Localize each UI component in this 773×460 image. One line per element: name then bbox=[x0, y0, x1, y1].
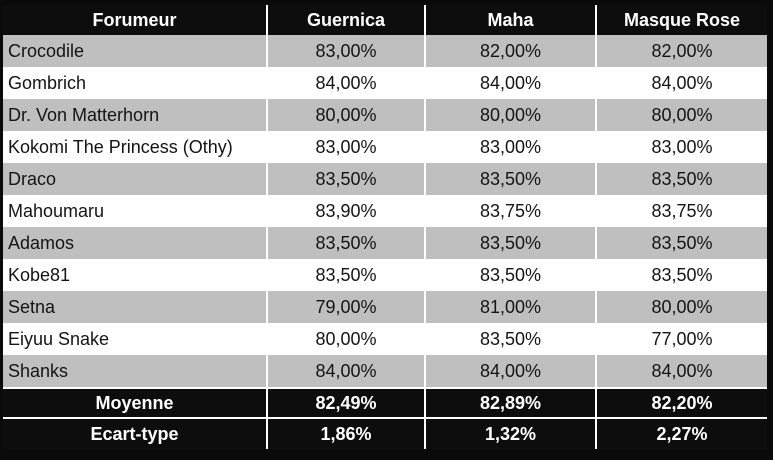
maha-cell: 83,50% bbox=[424, 259, 596, 291]
guernica-cell: 80,00% bbox=[266, 323, 425, 355]
table-row: Adamos 83,50% 83,50% 83,50% bbox=[3, 227, 767, 259]
forumeur-cell: Shanks bbox=[3, 355, 267, 388]
forumeur-cell: Mahoumaru bbox=[3, 195, 267, 227]
forumeur-cell: Draco bbox=[3, 163, 267, 195]
column-header-forumeur: Forumeur bbox=[3, 5, 267, 35]
maha-cell: 83,75% bbox=[424, 195, 596, 227]
masque-rose-cell: 82,00% bbox=[595, 35, 767, 67]
table-row: Draco 83,50% 83,50% 83,50% bbox=[3, 163, 767, 195]
forumeur-cell: Kobe81 bbox=[3, 259, 267, 291]
guernica-cell: 80,00% bbox=[266, 99, 425, 131]
maha-cell: 81,00% bbox=[424, 291, 596, 323]
masque-rose-cell: 80,00% bbox=[595, 99, 767, 131]
column-header-guernica: Guernica bbox=[266, 5, 425, 35]
summary-label: Ecart-type bbox=[3, 417, 267, 449]
summary-label: Moyenne bbox=[3, 387, 267, 418]
forumeur-ratings-table: Forumeur Guernica Maha Masque Rose Croco… bbox=[3, 5, 767, 449]
table-row: Mahoumaru 83,90% 83,75% 83,75% bbox=[3, 195, 767, 227]
table-row: Crocodile 83,00% 82,00% 82,00% bbox=[3, 35, 767, 67]
masque-rose-cell: 83,00% bbox=[595, 131, 767, 163]
maha-cell: 83,50% bbox=[424, 163, 596, 195]
masque-rose-cell: 80,00% bbox=[595, 291, 767, 323]
maha-mean-cell: 82,89% bbox=[424, 387, 596, 418]
table-row: Setna 79,00% 81,00% 80,00% bbox=[3, 291, 767, 323]
forumeur-cell: Crocodile bbox=[3, 35, 267, 67]
maha-cell: 84,00% bbox=[424, 355, 596, 388]
masque-rose-cell: 83,50% bbox=[595, 163, 767, 195]
masque-rose-cell: 84,00% bbox=[595, 67, 767, 99]
maha-cell: 83,50% bbox=[424, 227, 596, 259]
masque-rose-cell: 83,75% bbox=[595, 195, 767, 227]
forumeur-cell: Setna bbox=[3, 291, 267, 323]
masque-rose-cell: 83,50% bbox=[595, 227, 767, 259]
forumeur-cell: Dr. Von Matterhorn bbox=[3, 99, 267, 131]
masque-rose-stdev-cell: 2,27% bbox=[595, 417, 767, 449]
maha-cell: 82,00% bbox=[424, 35, 596, 67]
summary-row-ecart-type: Ecart-type 1,86% 1,32% 2,27% bbox=[3, 417, 767, 449]
forumeur-cell: Adamos bbox=[3, 227, 267, 259]
maha-stdev-cell: 1,32% bbox=[424, 417, 596, 449]
column-header-masque-rose: Masque Rose bbox=[595, 5, 767, 35]
maha-cell: 83,50% bbox=[424, 323, 596, 355]
forumeur-cell: Gombrich bbox=[3, 67, 267, 99]
table-row: Shanks 84,00% 84,00% 84,00% bbox=[3, 355, 767, 388]
guernica-cell: 84,00% bbox=[266, 355, 425, 388]
table-row: Kobe81 83,50% 83,50% 83,50% bbox=[3, 259, 767, 291]
forumeur-cell: Eiyuu Snake bbox=[3, 323, 267, 355]
header-row: Forumeur Guernica Maha Masque Rose bbox=[3, 5, 767, 35]
masque-rose-cell: 83,50% bbox=[595, 259, 767, 291]
guernica-cell: 84,00% bbox=[266, 67, 425, 99]
table-row: Gombrich 84,00% 84,00% 84,00% bbox=[3, 67, 767, 99]
table-row: Eiyuu Snake 80,00% 83,50% 77,00% bbox=[3, 323, 767, 355]
guernica-cell: 83,00% bbox=[266, 131, 425, 163]
guernica-cell: 83,90% bbox=[266, 195, 425, 227]
maha-cell: 80,00% bbox=[424, 99, 596, 131]
masque-rose-cell: 84,00% bbox=[595, 355, 767, 388]
guernica-stdev-cell: 1,86% bbox=[266, 417, 425, 449]
maha-cell: 83,00% bbox=[424, 131, 596, 163]
guernica-cell: 83,50% bbox=[266, 259, 425, 291]
masque-rose-mean-cell: 82,20% bbox=[595, 387, 767, 418]
maha-cell: 84,00% bbox=[424, 67, 596, 99]
guernica-mean-cell: 82,49% bbox=[266, 387, 425, 418]
masque-rose-cell: 77,00% bbox=[595, 323, 767, 355]
guernica-cell: 83,50% bbox=[266, 227, 425, 259]
column-header-maha: Maha bbox=[424, 5, 596, 35]
guernica-cell: 83,00% bbox=[266, 35, 425, 67]
forumeur-cell: Kokomi The Princess (Othy) bbox=[3, 131, 267, 163]
table-row: Dr. Von Matterhorn 80,00% 80,00% 80,00% bbox=[3, 99, 767, 131]
summary-row-moyenne: Moyenne 82,49% 82,89% 82,20% bbox=[3, 387, 767, 418]
guernica-cell: 79,00% bbox=[266, 291, 425, 323]
guernica-cell: 83,50% bbox=[266, 163, 425, 195]
table-row: Kokomi The Princess (Othy) 83,00% 83,00%… bbox=[3, 131, 767, 163]
